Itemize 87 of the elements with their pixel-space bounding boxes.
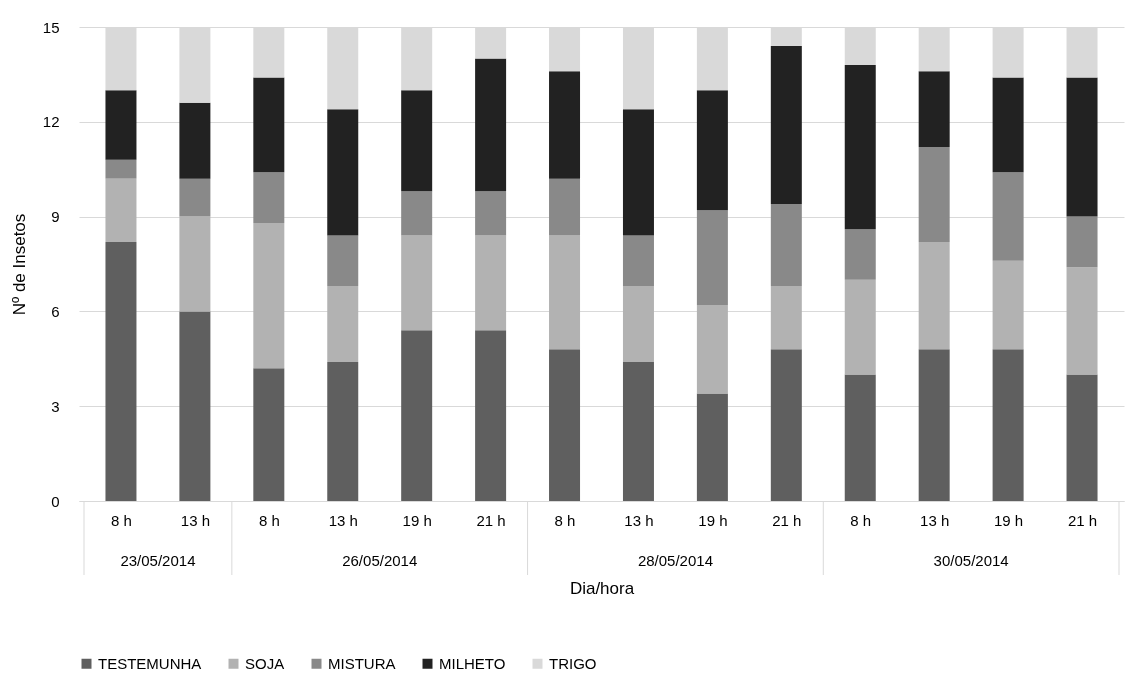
bar — [696, 305, 728, 394]
bar — [327, 361, 359, 501]
bar — [992, 172, 1024, 261]
bar — [105, 90, 137, 160]
bar — [770, 349, 802, 501]
bar — [1066, 374, 1098, 501]
bar — [475, 191, 507, 236]
bar — [770, 45, 802, 204]
x-tick-label: 19 h — [698, 511, 728, 529]
x-tick-label: 21 h — [1067, 511, 1098, 529]
bar — [622, 235, 654, 287]
y-tick-label: 15 — [42, 18, 60, 36]
bar — [549, 349, 581, 501]
text: 28/05/2014 — [637, 552, 713, 569]
bar — [253, 172, 285, 223]
bar — [179, 216, 211, 312]
bar — [918, 349, 950, 501]
bar — [475, 235, 507, 331]
bar — [327, 286, 359, 362]
x-axis-title: Dia/hora — [569, 578, 635, 598]
bar — [992, 260, 1024, 350]
bar — [401, 330, 433, 501]
legend-label: MISTURA — [328, 654, 396, 672]
x-tick-label: 13 h — [920, 511, 950, 529]
legend-label: SOJA — [245, 654, 285, 672]
bar — [696, 210, 728, 306]
bar — [622, 109, 654, 236]
bar — [696, 90, 728, 211]
y-tick-label: 6 — [51, 302, 60, 320]
x-tick-label: 8 h — [258, 511, 280, 529]
bar — [1066, 77, 1098, 217]
bar — [179, 311, 211, 501]
bar — [401, 191, 433, 236]
bar — [179, 178, 211, 217]
legend-label: TRIGO — [549, 654, 597, 672]
bar — [844, 64, 876, 230]
bar — [105, 178, 137, 242]
bar — [327, 109, 359, 236]
x-tick-label: 21 h — [772, 511, 802, 529]
x-tick-label: 19 h — [994, 511, 1024, 529]
bar — [622, 286, 654, 362]
bar — [622, 361, 654, 501]
bar — [918, 241, 950, 350]
y-tick-label: 12 — [42, 113, 60, 131]
x-tick-label: 19 h — [402, 511, 432, 529]
bar — [401, 235, 433, 331]
bar — [327, 235, 359, 287]
bar — [253, 77, 285, 173]
bar — [401, 90, 433, 192]
bar — [253, 222, 285, 369]
bar — [844, 374, 876, 501]
y-tick-label: 3 — [51, 397, 60, 415]
bar — [253, 368, 285, 501]
text: 26/05/2014 — [342, 552, 418, 569]
x-tick-label: 13 h — [328, 511, 358, 529]
bar — [696, 393, 728, 501]
x-tick-label: 8 h — [111, 511, 132, 529]
bar — [105, 241, 137, 501]
y-axis-title: Nº de Insetos — [9, 213, 29, 316]
bar — [844, 279, 876, 375]
x-tick-label: 13 h — [624, 511, 654, 529]
text: 30/05/2014 — [933, 552, 1009, 569]
bar — [1066, 216, 1098, 268]
y-tick-label: 9 — [51, 208, 60, 226]
bar — [770, 203, 802, 287]
x-tick-label: 21 h — [476, 511, 506, 529]
bar — [105, 159, 137, 179]
bar — [992, 77, 1024, 173]
x-tick-label: 8 h — [554, 511, 576, 529]
bar — [475, 330, 507, 501]
bar — [179, 102, 211, 179]
bar — [1066, 267, 1098, 375]
bar — [992, 349, 1024, 501]
bar — [918, 71, 950, 148]
bar — [549, 235, 581, 350]
bar — [549, 178, 581, 236]
bar — [844, 229, 876, 280]
text: 23/05/2014 — [120, 552, 196, 569]
legend-label: TESTEMUNHA — [98, 654, 202, 672]
x-tick-label: 8 h — [850, 511, 872, 529]
y-tick-label: 0 — [51, 492, 60, 510]
bar — [549, 71, 581, 179]
bar — [918, 147, 950, 242]
x-tick-label: 13 h — [180, 511, 210, 529]
legend-label: MILHETO — [439, 654, 506, 672]
bar — [475, 58, 507, 192]
bar — [770, 286, 802, 350]
